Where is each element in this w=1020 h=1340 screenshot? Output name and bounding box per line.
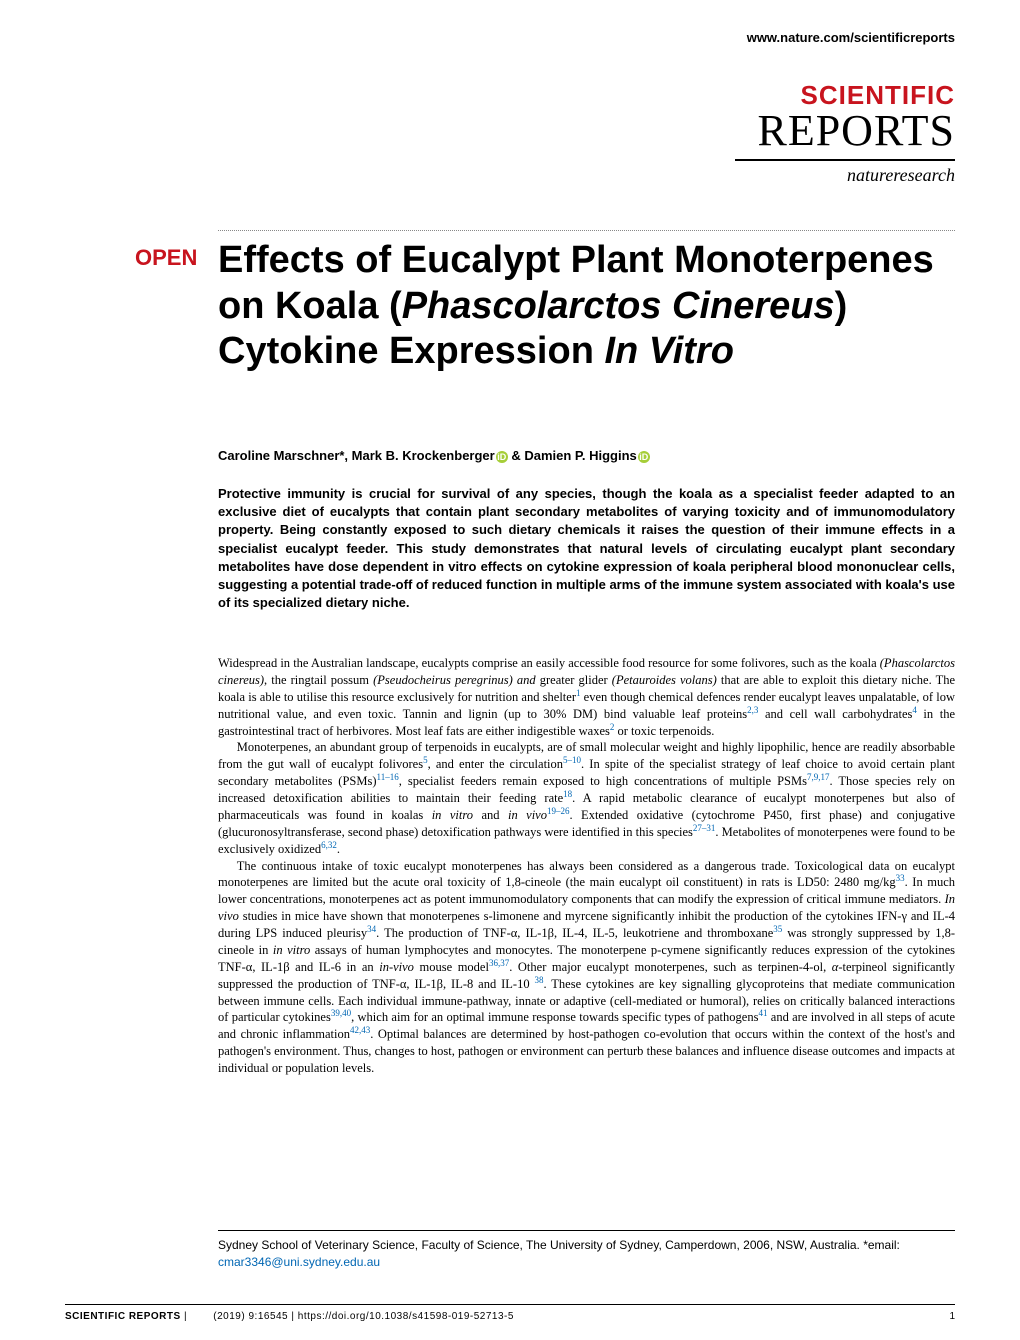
publisher-name: natureresearch — [735, 165, 955, 186]
authors-line: Caroline Marschner*, Mark B. Krockenberg… — [218, 448, 955, 463]
article-title: Effects of Eucalypt Plant Monoterpenes o… — [218, 238, 955, 375]
paragraph-2: Monoterpenes, an abundant group of terpe… — [218, 739, 955, 857]
footer-citation: SCIENTIFIC REPORTS | (2019) 9:16545 | ht… — [65, 1311, 514, 1322]
open-access-badge: OPEN — [135, 245, 197, 271]
journal-logo: SCIENTIFIC REPORTS natureresearch — [735, 80, 955, 186]
journal-url: www.nature.com/scientificreports — [747, 30, 955, 45]
page-footer: SCIENTIFIC REPORTS | (2019) 9:16545 | ht… — [65, 1304, 955, 1322]
abstract: Protective immunity is crucial for survi… — [218, 485, 955, 612]
logo-rule — [735, 159, 955, 161]
paragraph-3: The continuous intake of toxic eucalypt … — [218, 858, 955, 1077]
journal-name-line2: REPORTS — [735, 109, 955, 153]
paragraph-1: Widespread in the Australian landscape, … — [218, 655, 955, 739]
dotted-divider — [218, 230, 955, 231]
body-text: Widespread in the Australian landscape, … — [218, 655, 955, 1077]
affiliation: Sydney School of Veterinary Science, Fac… — [218, 1230, 955, 1271]
page-number: 1 — [949, 1311, 955, 1322]
